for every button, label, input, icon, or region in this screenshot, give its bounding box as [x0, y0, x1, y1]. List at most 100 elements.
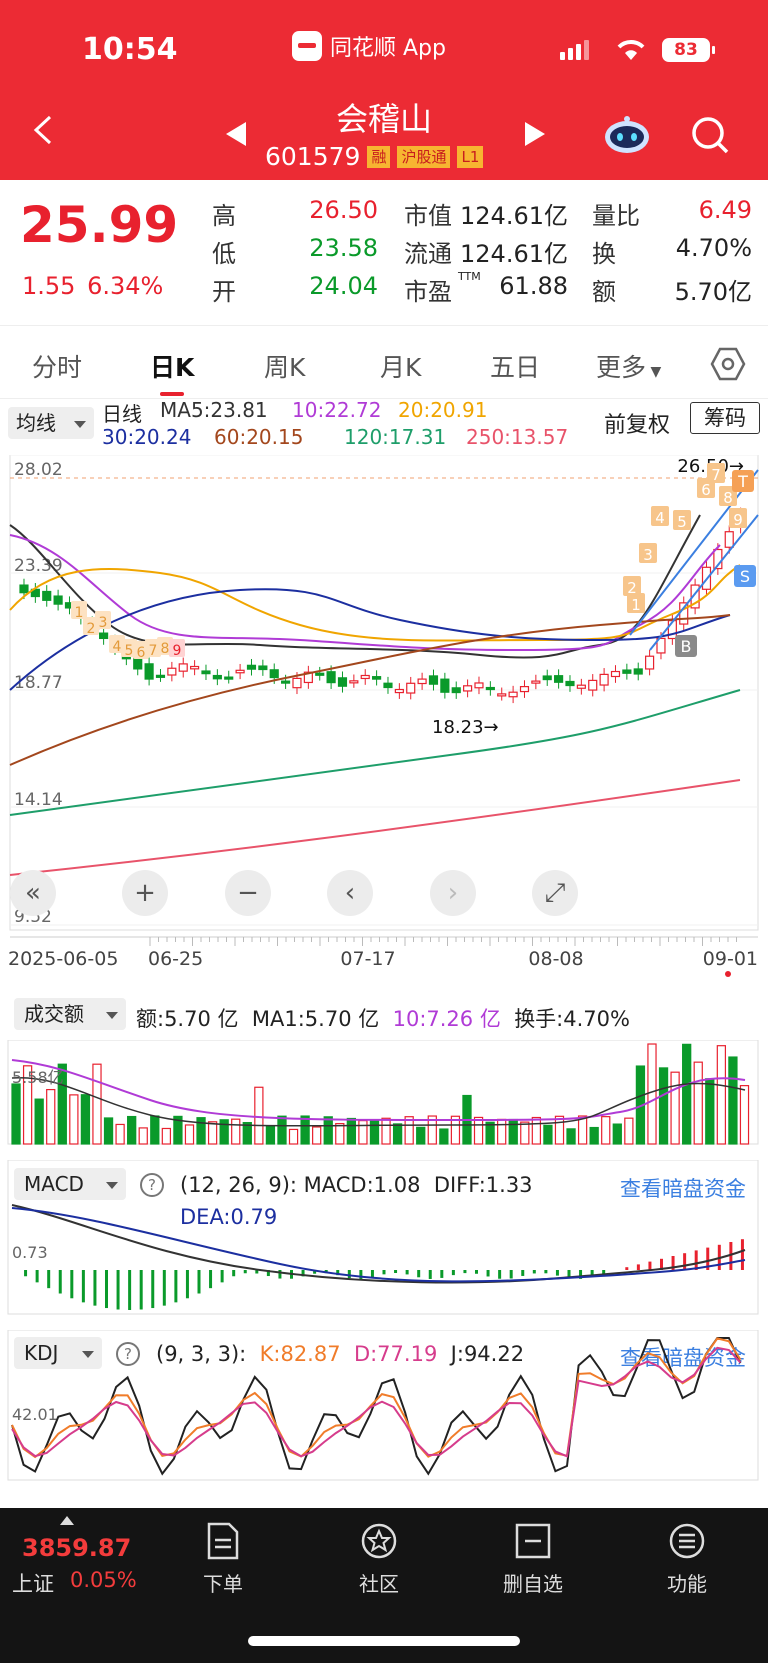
- ma-value: MA5:23.81: [160, 398, 268, 422]
- volume-selector[interactable]: 成交额: [14, 998, 126, 1030]
- quote-label: 低: [212, 240, 236, 268]
- volume-bar: [485, 1121, 495, 1145]
- candle-body: [406, 682, 416, 694]
- seq-label-bg: [627, 593, 645, 613]
- seq-label-bg: [729, 508, 747, 528]
- tab-five-day[interactable]: 五日: [490, 353, 541, 382]
- candle-body: [451, 687, 461, 694]
- scroll-right-button[interactable]: ›: [430, 870, 476, 916]
- macd-dea: DEA:0.79: [180, 1205, 278, 1229]
- seq-label: 7: [711, 466, 721, 484]
- seq-label: 1: [631, 596, 641, 614]
- seq-label: 5: [125, 643, 134, 659]
- candle-body: [30, 588, 40, 598]
- tab-monthly-k[interactable]: 月K: [380, 353, 422, 382]
- back-icon[interactable]: [30, 115, 60, 145]
- ma-value: 10:22.72: [292, 398, 382, 422]
- nav-functions[interactable]: 功能: [642, 1522, 732, 1597]
- macd-chart: 0.73: [7, 1160, 759, 1315]
- candle-body: [599, 673, 609, 686]
- candle-body: [508, 691, 518, 698]
- buy-badge: B: [681, 637, 692, 656]
- nav-remove-watch[interactable]: 删自选: [488, 1522, 578, 1597]
- prev-stock-icon[interactable]: [226, 122, 246, 146]
- fullscreen-button[interactable]: ⤢: [532, 870, 578, 916]
- candle-body: [246, 664, 257, 670]
- nav-community[interactable]: 社区: [334, 1522, 424, 1597]
- ma-value: 60:20.15: [214, 425, 304, 449]
- volume-bar: [601, 1116, 611, 1145]
- volume-bar: [543, 1124, 553, 1145]
- top-badge: T: [737, 472, 748, 491]
- kdj-k: K:82.87: [259, 1342, 341, 1366]
- candle-body: [394, 688, 404, 694]
- next-stock-icon[interactable]: [525, 122, 545, 146]
- macd-selector[interactable]: MACD: [14, 1168, 126, 1200]
- candle-body: [690, 584, 700, 609]
- robot-assistant-icon[interactable]: [603, 115, 651, 155]
- zoom-out-far-button[interactable]: «: [10, 870, 56, 916]
- kdj-y-label: 42.01: [12, 1405, 58, 1424]
- badge-s-bg: [734, 565, 756, 587]
- seq-label-bg: [639, 543, 657, 563]
- zoom-out-button[interactable]: −: [225, 870, 271, 916]
- volume-bar: [566, 1128, 576, 1145]
- seq-label-bg: [95, 611, 111, 629]
- current-day-dot: [725, 971, 731, 977]
- candle-body: [155, 674, 166, 678]
- candle-body: [645, 655, 655, 670]
- ma-selector-button[interactable]: 均线: [8, 407, 94, 439]
- quote-value: 124.61亿: [460, 240, 568, 268]
- status-app-label: 同花顺 App: [330, 36, 446, 61]
- kdj-help-icon[interactable]: ?: [116, 1342, 140, 1366]
- macd-dark-pool-link[interactable]: 查看暗盘资金: [620, 1177, 746, 1201]
- volume-bar: [381, 1117, 391, 1145]
- battery-icon: 83: [662, 38, 715, 62]
- candle-body: [679, 602, 689, 625]
- volume-bar: [739, 1085, 750, 1145]
- period-tabs: 分时 日K 周K 月K 五日 更多 ▼: [0, 325, 768, 399]
- fuquan-toggle[interactable]: 前复权: [604, 413, 671, 438]
- scroll-left-button[interactable]: ‹: [327, 870, 373, 916]
- kdj-selector[interactable]: KDJ: [14, 1337, 102, 1369]
- index-value[interactable]: 3859.87: [22, 1534, 132, 1562]
- candle-body: [610, 670, 621, 678]
- seq-label: 7: [149, 643, 158, 659]
- macd-help-icon[interactable]: ?: [140, 1173, 164, 1197]
- candle-body: [269, 669, 279, 679]
- change-value: 1.55: [22, 272, 76, 300]
- quote-label: 市盈: [404, 278, 452, 306]
- seq-label: 4: [655, 509, 665, 527]
- tab-fenshi[interactable]: 分时: [32, 353, 83, 382]
- candle-body: [576, 684, 586, 689]
- seq-label-bg: [71, 601, 87, 619]
- candle-body: [383, 682, 393, 689]
- ma-legend: 均线 日线 MA5:23.81 10:22.72 20:20.91 30:20.24 60…: [0, 395, 768, 455]
- search-icon[interactable]: [690, 115, 730, 155]
- ma-line: [9, 564, 741, 642]
- status-app[interactable]: 同花顺 App: [292, 30, 446, 62]
- quote-value: 24.04: [309, 272, 378, 300]
- tab-more[interactable]: 更多 ▼: [596, 348, 661, 384]
- kline-chart[interactable]: 28.0223.3918.7714.149.5226.50→18.23→1234…: [0, 455, 768, 985]
- settings-hexagon-icon[interactable]: [710, 346, 746, 382]
- x-axis-label: 07-17: [340, 948, 395, 970]
- seq-label: 6: [701, 481, 711, 499]
- home-indicator[interactable]: [248, 1636, 520, 1646]
- quote-value: 6.49: [698, 196, 752, 224]
- seq-label-bg: [651, 506, 669, 526]
- candle-body: [588, 679, 598, 691]
- candle-body: [53, 595, 63, 605]
- ma-line: [9, 689, 741, 816]
- volume-bar: [69, 1094, 79, 1145]
- volume-bar: [589, 1126, 599, 1145]
- index-name: 上证: [12, 1572, 54, 1596]
- nav-order[interactable]: 下单: [178, 1522, 268, 1597]
- tab-daily-k[interactable]: 日K: [150, 353, 195, 382]
- volume-bar: [11, 1083, 21, 1145]
- chouma-button[interactable]: 筹码: [690, 402, 760, 434]
- macd-dea-line: [11, 1207, 746, 1283]
- tab-weekly-k[interactable]: 周K: [264, 353, 306, 382]
- vol-y-label: 5.58亿: [12, 1068, 64, 1087]
- zoom-in-button[interactable]: +: [122, 870, 168, 916]
